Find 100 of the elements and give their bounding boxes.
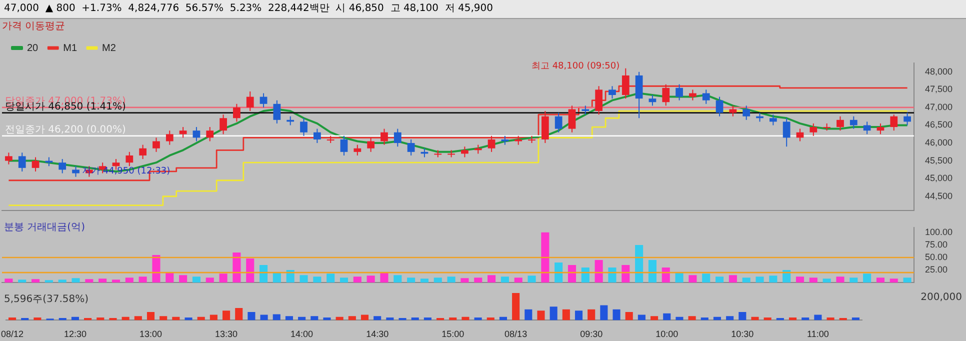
bar bbox=[18, 280, 26, 283]
bar bbox=[474, 278, 482, 283]
bar bbox=[272, 272, 281, 283]
candlestick bbox=[126, 151, 134, 167]
y-tick-label: 46,000 bbox=[925, 138, 953, 148]
candlestick bbox=[233, 103, 240, 122]
bar bbox=[449, 317, 457, 320]
bar bbox=[769, 276, 778, 283]
bar bbox=[814, 314, 822, 320]
x-tick-label: 15:00 bbox=[442, 329, 464, 340]
candlestick bbox=[380, 128, 388, 146]
bar bbox=[179, 275, 188, 283]
candlestick bbox=[394, 128, 402, 148]
bar bbox=[246, 258, 254, 283]
bar bbox=[138, 276, 147, 283]
bar bbox=[235, 308, 243, 320]
bar bbox=[424, 317, 432, 320]
candlestick bbox=[32, 156, 40, 172]
bar bbox=[726, 316, 734, 320]
bar bbox=[568, 265, 576, 283]
candlestick bbox=[782, 118, 790, 148]
bar bbox=[574, 310, 583, 320]
bar bbox=[222, 310, 230, 320]
bar bbox=[524, 309, 532, 320]
candlestick bbox=[541, 110, 549, 144]
bar bbox=[206, 278, 214, 283]
bar bbox=[663, 313, 671, 320]
candlestick bbox=[676, 84, 683, 101]
bar bbox=[219, 274, 228, 283]
bar bbox=[514, 278, 522, 283]
bar bbox=[360, 314, 369, 320]
bar bbox=[172, 316, 180, 320]
bar bbox=[112, 280, 120, 283]
bar bbox=[434, 278, 442, 283]
bar bbox=[676, 316, 684, 320]
candlestick bbox=[662, 84, 670, 106]
bar bbox=[285, 316, 293, 320]
bar bbox=[550, 306, 558, 320]
bar bbox=[822, 278, 831, 283]
candlestick bbox=[622, 68, 630, 100]
bar bbox=[4, 278, 13, 283]
bar bbox=[486, 317, 494, 320]
bar bbox=[462, 316, 470, 320]
bar bbox=[728, 275, 737, 283]
candlestick bbox=[890, 114, 898, 132]
bar bbox=[58, 280, 66, 283]
x-tick-label: 11:00 bbox=[807, 329, 829, 340]
bar bbox=[662, 268, 670, 283]
y-tick-label: 50.00 bbox=[925, 252, 948, 262]
bar bbox=[166, 272, 174, 283]
bar bbox=[272, 314, 280, 320]
x-tick-label: 10:00 bbox=[656, 329, 678, 340]
bar bbox=[903, 278, 912, 283]
y-tick-label: 47,500 bbox=[925, 84, 953, 94]
bar bbox=[700, 317, 708, 320]
candlestick bbox=[648, 94, 656, 106]
bar bbox=[96, 317, 104, 320]
candlestick bbox=[769, 114, 777, 126]
bar bbox=[380, 272, 388, 283]
bar bbox=[44, 280, 53, 283]
bar bbox=[554, 262, 563, 283]
bar bbox=[122, 316, 130, 320]
candlestick bbox=[18, 152, 26, 172]
bar bbox=[863, 274, 872, 283]
bar bbox=[348, 316, 356, 320]
candlestick bbox=[354, 144, 362, 156]
y-tick-label: 75.00 bbox=[925, 239, 948, 250]
bar bbox=[125, 278, 134, 283]
candlestick bbox=[367, 137, 375, 152]
candlestick bbox=[702, 89, 710, 104]
candlestick bbox=[716, 96, 724, 117]
candlestick bbox=[300, 118, 308, 136]
bar bbox=[541, 232, 550, 283]
candlestick bbox=[729, 105, 737, 117]
bar bbox=[702, 274, 710, 283]
bar bbox=[622, 265, 630, 283]
bar bbox=[488, 275, 496, 283]
bar bbox=[260, 265, 268, 283]
bar bbox=[890, 278, 898, 283]
bar bbox=[852, 317, 860, 320]
bar bbox=[85, 279, 94, 283]
bar bbox=[796, 276, 804, 283]
y-tick-label: 25.00 bbox=[925, 264, 948, 275]
bar bbox=[286, 270, 294, 283]
bar bbox=[756, 276, 764, 283]
bar bbox=[528, 276, 536, 283]
bar bbox=[34, 317, 42, 320]
candlestick bbox=[313, 128, 321, 144]
candlestick bbox=[340, 135, 348, 156]
x-tick-label: 13:30 bbox=[215, 329, 238, 340]
candlestick bbox=[152, 137, 160, 152]
x-tick-label: 10:30 bbox=[731, 329, 754, 340]
bar bbox=[600, 305, 608, 320]
bar bbox=[340, 278, 348, 283]
bar bbox=[98, 278, 107, 283]
candlestick bbox=[448, 150, 455, 158]
bar bbox=[738, 312, 746, 320]
bar bbox=[612, 309, 620, 320]
bar bbox=[581, 268, 590, 283]
bar bbox=[184, 317, 192, 320]
